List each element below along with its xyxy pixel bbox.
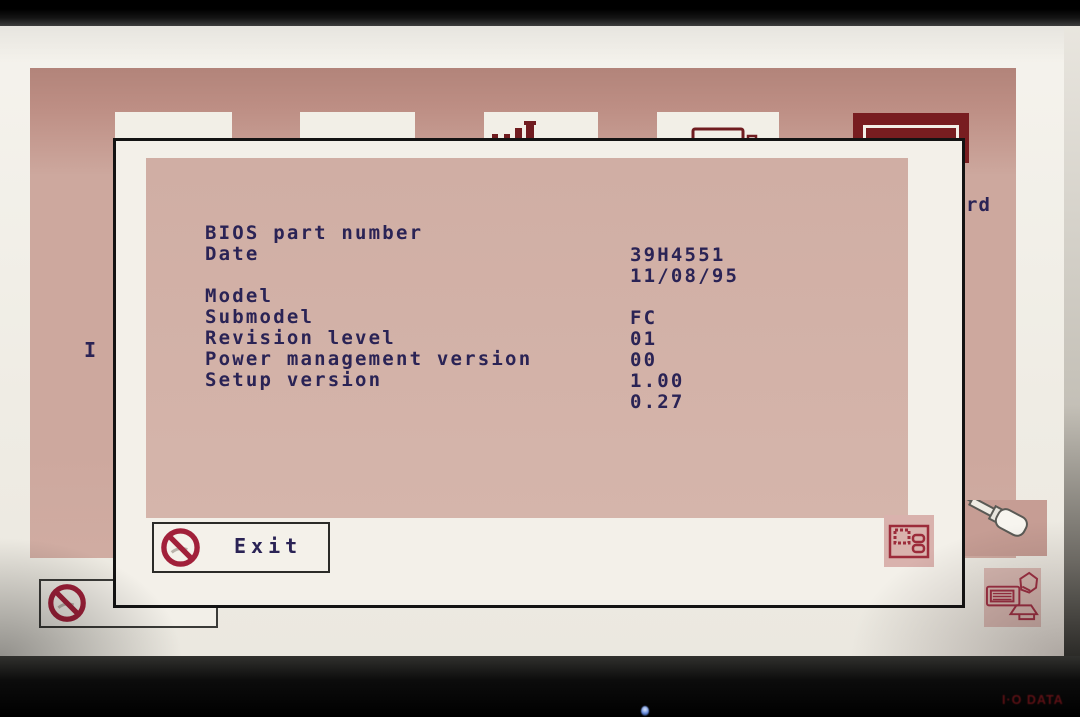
- info-label: Setup version: [205, 369, 383, 391]
- info-row-setup-version: Setup version 0.27: [116, 347, 962, 413]
- crt-screen: I rd: [0, 26, 1066, 657]
- prohibition-icon: [161, 528, 200, 567]
- monitor-bezel-top: [0, 0, 1080, 26]
- info-row-power-management-version: Power management version 1.00: [116, 326, 962, 392]
- info-row-bios-part-number: BIOS part number 39H4551: [116, 200, 962, 266]
- screwdriver-icon-cell[interactable]: [963, 489, 1047, 556]
- info-value: 1.00: [630, 370, 685, 392]
- info-row-date: Date 11/08/95: [116, 221, 962, 287]
- info-value: 0.27: [630, 391, 685, 413]
- info-row-revision-level: Revision level 00: [116, 305, 962, 371]
- monitor-bezel-bottom: [0, 656, 1080, 717]
- info-value: 00: [630, 349, 658, 371]
- info-label: Model: [205, 285, 274, 307]
- info-label: Power management version: [205, 348, 533, 370]
- info-row-submodel: Submodel 01: [116, 284, 962, 350]
- info-label: Revision level: [205, 327, 396, 349]
- hardware-tool-icon: [985, 571, 1039, 621]
- pins-icon: [492, 121, 536, 139]
- info-value: 01: [630, 328, 658, 350]
- monitor-brand-logo: I·O DATA: [1002, 693, 1064, 707]
- info-label: Date: [205, 243, 260, 265]
- info-label: Submodel: [205, 306, 315, 328]
- power-led: [641, 706, 649, 716]
- exit-button-label: Exit: [234, 534, 303, 558]
- hardware-tool-icon-cell[interactable]: [984, 568, 1041, 627]
- info-label: BIOS part number: [205, 222, 424, 244]
- bios-info-panel: [146, 158, 908, 518]
- occluded-text-fragment-right: rd: [966, 194, 991, 216]
- bios-info-dialog: BIOS part number 39H4551 Date 11/08/95 M…: [113, 138, 965, 608]
- info-value: 11/08/95: [630, 265, 740, 287]
- occluded-text-fragment-left: I: [84, 338, 97, 362]
- info-value: 39H4551: [630, 244, 726, 266]
- prohibition-icon: [48, 584, 86, 622]
- motherboard-icon-cell[interactable]: [884, 515, 934, 567]
- motherboard-icon: [888, 524, 930, 559]
- screwdriver-icon: [964, 489, 1028, 537]
- info-value: FC: [630, 307, 658, 329]
- exit-button[interactable]: Exit: [152, 522, 330, 573]
- bezel-right-glare: [1064, 26, 1080, 657]
- info-row-model: Model FC: [116, 263, 962, 329]
